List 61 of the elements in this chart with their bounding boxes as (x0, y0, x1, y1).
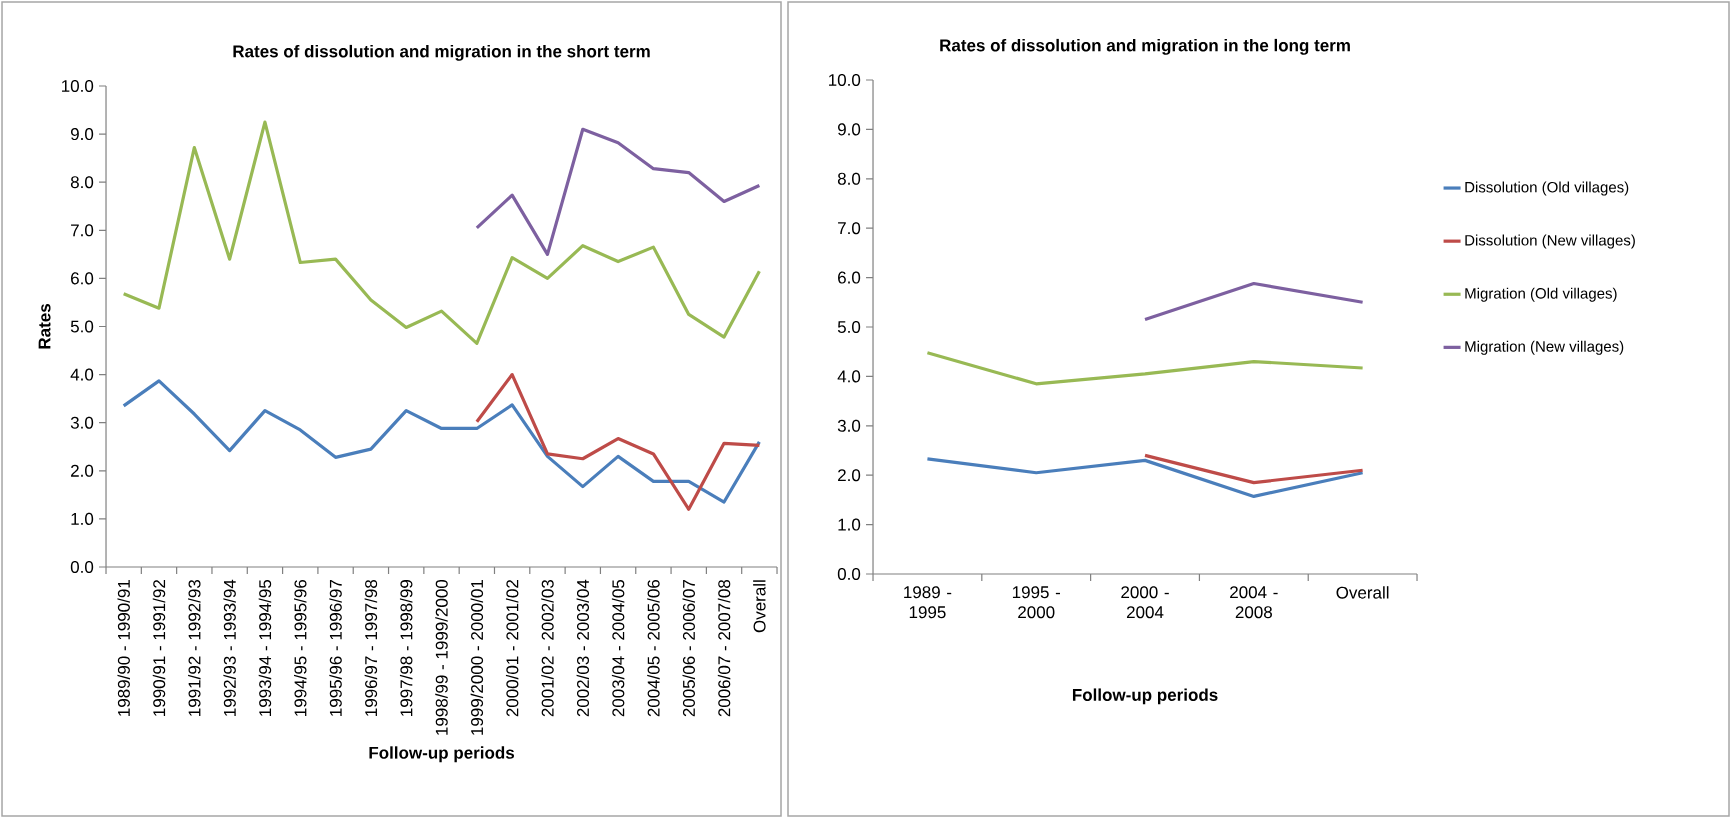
x-tick-label: 2006/07 - 2007/08 (717, 579, 731, 717)
x-tick-label: 1999/2000 - 2000/01 (470, 580, 484, 735)
x-tick-label: 2000/01 - 2001/02 (505, 580, 519, 717)
x-tick-label: 1994/95 - 1995/96 (294, 579, 307, 716)
legend-label: Migration (New villages) (1465, 340, 1624, 355)
y-tick-label: 4.0 (70, 368, 94, 381)
x-tick-label: 1989/90 - 1990/91 (117, 580, 130, 716)
legend-label: Dissolution (New villages) (1465, 234, 1635, 249)
line-series (122, 120, 761, 345)
y-tick-label: 0.0 (837, 567, 861, 581)
x-tick-label: 1996/97 - 1997/98 (364, 579, 378, 716)
legend-label: Dissolution (Old villages) (1465, 181, 1629, 196)
x-tick-label: 2001/02 - 2002/03 (541, 579, 554, 717)
line-series (475, 372, 761, 511)
x-tick-label: 1991/92 - 1992/93 (188, 579, 201, 716)
y-tick-label: 0.0 (70, 560, 94, 574)
y-tick-label: 7.0 (838, 222, 861, 235)
line-series (475, 127, 761, 256)
line-series (925, 457, 1365, 499)
y-tick-label: 1.0 (71, 512, 94, 525)
y-tick-label: 8.0 (70, 176, 94, 189)
x-tick-label: 1990/91 - 1991/92 (152, 580, 166, 716)
chart-title: Rates of dissolution and migration in the short term (233, 44, 650, 61)
y-tick-label: 6.0 (71, 272, 94, 285)
y-tick-label: 10.0 (62, 79, 94, 93)
x-tick-label: 1993/94 - 1994/95 (258, 579, 272, 716)
y-tick-label: 3.0 (70, 416, 94, 429)
x-tick-label: 1995 - 2000 (1012, 586, 1061, 619)
x-tick-label: Overall (1336, 586, 1389, 599)
x-tick-label: 1998/99 - 1999/2000 (435, 579, 448, 735)
x-tick-label: 1989 - 1995 (904, 586, 952, 619)
line-series (925, 351, 1365, 386)
y-tick-label: 1.0 (838, 518, 861, 531)
x-axis-title: Follow-up periods (369, 746, 515, 763)
chart-title: Rates of dissolution and migration in the long term (940, 38, 1350, 55)
x-tick-label: 2000 - 2004 (1121, 586, 1169, 619)
y-tick-label: 9.0 (70, 128, 94, 141)
x-axis-title: Follow-up periods (1072, 688, 1218, 705)
x-tick-label: 2004/05 - 2005/06 (647, 579, 660, 717)
x-tick-label: 2005/06 - 2006/07 (682, 580, 695, 717)
x-tick-label: Overall (753, 580, 766, 633)
x-tick-label: 2003/04 - 2004/05 (611, 579, 625, 717)
y-tick-label: 6.0 (838, 271, 861, 284)
y-tick-label: 4.0 (837, 370, 861, 383)
y-tick-label: 2.0 (71, 464, 94, 477)
y-tick-label: 2.0 (838, 469, 861, 482)
x-tick-label: 1997/98 - 1998/99 (399, 580, 413, 716)
y-tick-label: 5.0 (70, 320, 94, 333)
y-tick-label: 8.0 (837, 172, 861, 185)
x-tick-label: 1992/93 - 1993/94 (223, 579, 236, 716)
y-tick-label: 5.0 (837, 320, 861, 334)
y-tick-label: 10.0 (829, 73, 861, 87)
y-tick-label: 7.0 (71, 224, 94, 237)
x-tick-label: 1995/96 - 1996/97 (329, 580, 342, 716)
x-tick-label: 2002/03 - 2003/04 (576, 579, 590, 717)
y-axis-title: Rates (38, 304, 51, 349)
legend-label: Migration (Old villages) (1465, 287, 1617, 302)
x-tick-label: 2004 - 2008 (1230, 586, 1278, 619)
y-tick-label: 3.0 (837, 419, 861, 432)
line-series (122, 379, 761, 504)
y-tick-label: 9.0 (837, 123, 861, 136)
